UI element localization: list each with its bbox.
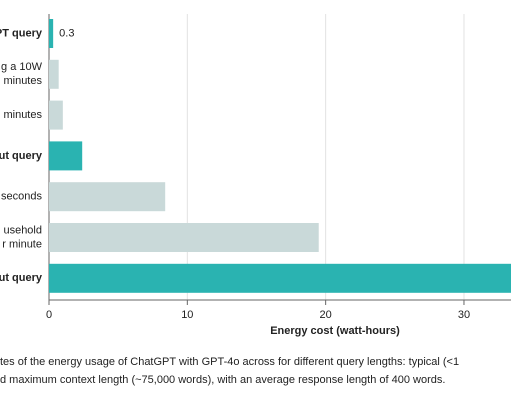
y-tick-label: usehold xyxy=(3,224,42,236)
y-tick-label: minutes xyxy=(3,109,42,121)
y-tick-label: GPT query xyxy=(0,27,43,39)
x-tick-label: 10 xyxy=(181,309,193,321)
bar xyxy=(49,223,319,252)
bar xyxy=(49,263,511,293)
y-tick-label: ut query xyxy=(0,150,43,162)
caption-line: d maximum context length (~75,000 words)… xyxy=(0,374,445,386)
caption-line: tes of the energy usage of ChatGPT with … xyxy=(0,356,459,368)
x-axis-label: Energy cost (watt-hours) xyxy=(270,325,400,337)
y-tick-label: minutes xyxy=(3,75,42,87)
x-tick-label: 0 xyxy=(46,309,52,321)
x-tick-label: 30 xyxy=(458,309,470,321)
bar xyxy=(49,19,54,48)
y-tick-label: seconds xyxy=(1,191,42,203)
bar xyxy=(49,182,166,212)
bar xyxy=(49,141,83,171)
bar xyxy=(49,59,59,89)
y-tick-label: ut query xyxy=(0,272,43,284)
data-label: 0.3 xyxy=(59,27,74,39)
bar xyxy=(49,100,63,130)
y-tick-label: r minute xyxy=(2,238,42,250)
x-tick-label: 20 xyxy=(320,309,332,321)
y-tick-label: g a 10W xyxy=(1,61,43,73)
